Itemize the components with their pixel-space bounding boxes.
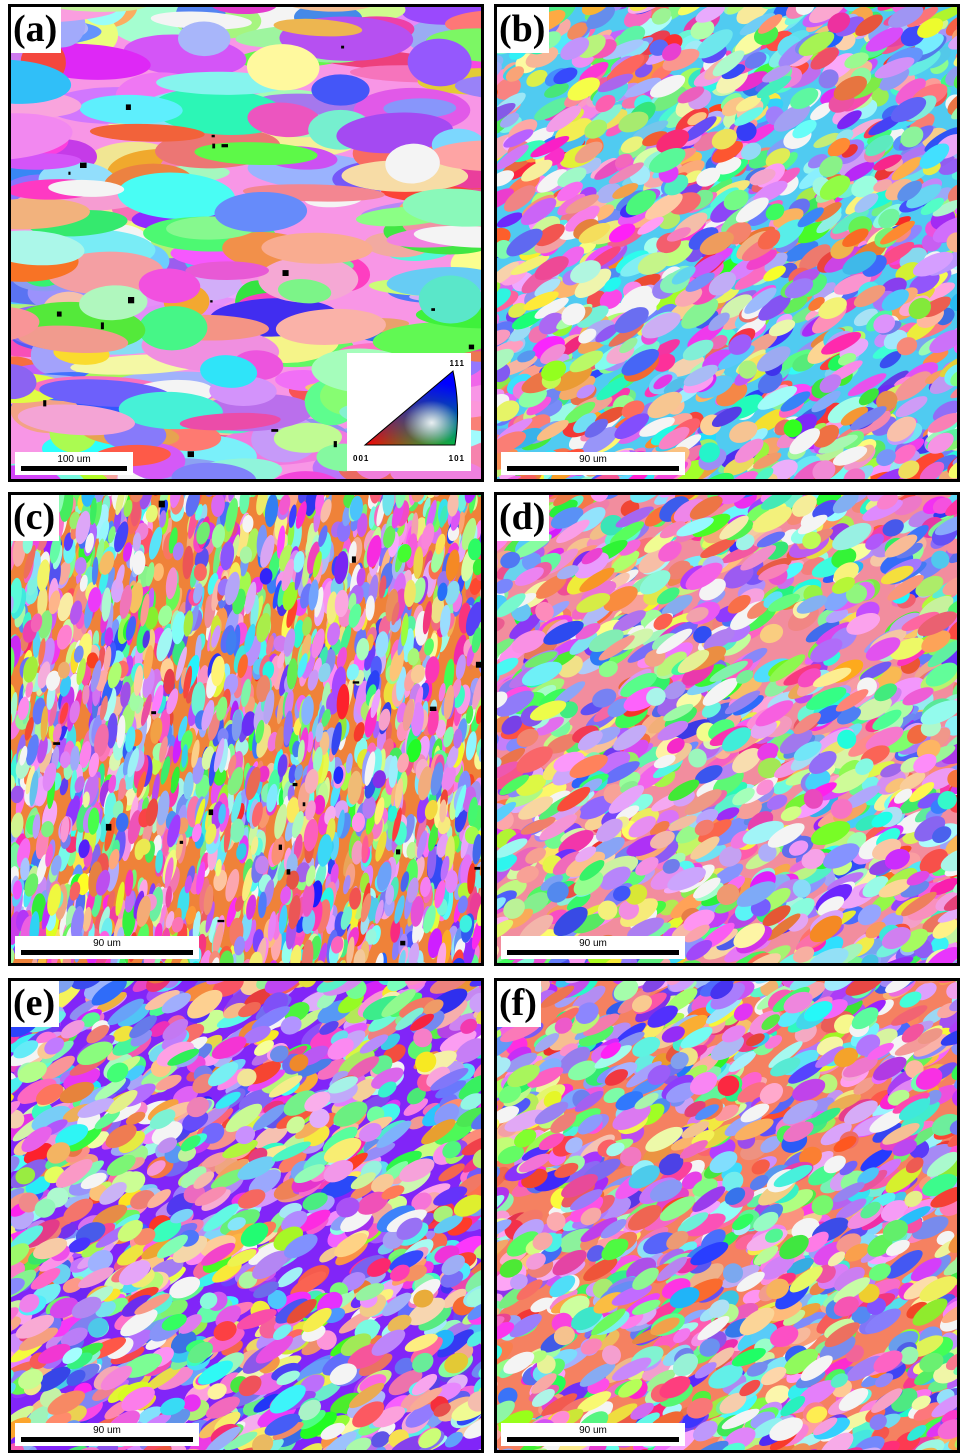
unindexed-spot — [43, 400, 46, 406]
legend-label: 101 — [449, 454, 465, 463]
unindexed-spot — [128, 297, 134, 303]
grain-map — [11, 495, 481, 963]
ipf-legend: 111 001 101 — [347, 353, 471, 471]
unindexed-spot — [400, 941, 405, 946]
unindexed-spot — [210, 300, 212, 302]
ebsd-panel: (b) 90 um — [494, 4, 960, 482]
scale-bar-label: 90 um — [507, 454, 679, 465]
unindexed-spot — [180, 841, 183, 844]
grain-map — [497, 495, 957, 963]
panel-label: (c) — [11, 495, 59, 541]
unindexed-spot — [271, 429, 278, 432]
unindexed-spot — [341, 46, 344, 49]
panel-label: (b) — [497, 7, 549, 53]
unindexed-spot — [80, 163, 87, 168]
unindexed-spot — [212, 135, 215, 138]
unindexed-spot — [57, 312, 62, 317]
ebsd-panel: 111 001 101 (a) 100 um — [8, 4, 484, 482]
unindexed-spot — [126, 104, 131, 110]
unindexed-spot — [188, 451, 194, 457]
unindexed-spot — [334, 441, 337, 447]
unindexed-spot — [476, 662, 481, 668]
unindexed-spot — [106, 824, 112, 831]
scale-bar-line — [507, 466, 679, 471]
unindexed-spot — [279, 845, 282, 850]
ebsd-panel: (c) 90 um — [8, 492, 484, 966]
unindexed-spot — [53, 742, 60, 745]
scale-bar: 90 um — [15, 936, 199, 959]
scale-bar-line — [21, 466, 127, 471]
unindexed-spot — [303, 802, 306, 806]
unindexed-spot — [212, 144, 215, 149]
unindexed-spot — [209, 809, 214, 815]
unindexed-spot — [353, 681, 360, 683]
ebsd-panel: (d)90 um — [494, 492, 960, 966]
grain — [311, 74, 369, 106]
unindexed-spot — [287, 869, 291, 874]
unindexed-spot — [431, 308, 435, 311]
unindexed-spot — [68, 172, 70, 175]
unindexed-spot — [151, 711, 156, 714]
grain-map — [497, 7, 957, 479]
unindexed-spot — [159, 501, 165, 508]
triangle-white — [365, 371, 458, 445]
unindexed-spot — [474, 867, 480, 870]
scale-bar-label: 100 um — [21, 454, 127, 465]
legend-label: 001 — [353, 454, 369, 463]
unindexed-spot — [293, 783, 298, 786]
scale-bar: 100 um — [15, 452, 133, 475]
scale-bar-line — [21, 950, 193, 955]
unindexed-spot — [352, 556, 356, 562]
scale-bar: 90 um — [501, 452, 685, 475]
panel-label: (a) — [11, 7, 61, 53]
scale-bar-label: 90 um — [21, 938, 193, 949]
legend-label: 111 — [450, 359, 465, 368]
unindexed-spot — [218, 920, 225, 922]
unindexed-spot — [430, 707, 437, 711]
figure: 111 001 101 (a)100 um (b)90 um (c)90 um … — [0, 0, 960, 1453]
unindexed-spot — [469, 345, 474, 350]
unindexed-spot — [101, 322, 104, 329]
unindexed-spot — [283, 270, 289, 276]
unindexed-spot — [396, 849, 400, 854]
unindexed-spot — [222, 144, 229, 147]
